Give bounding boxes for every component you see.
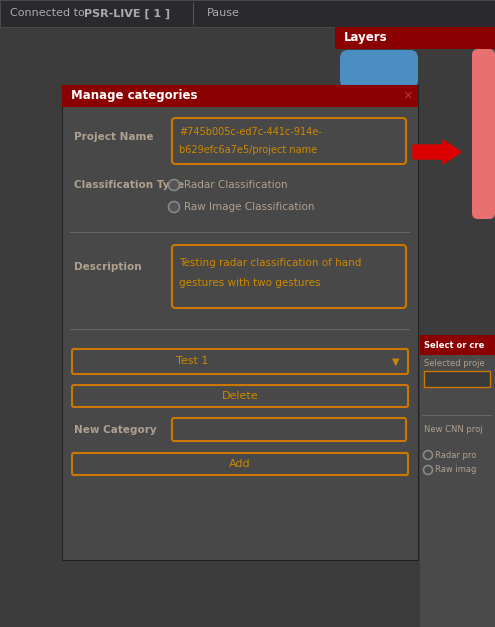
Text: Manage categories: Manage categories [71, 90, 198, 102]
Text: b629efc6a7e5/project name: b629efc6a7e5/project name [179, 145, 317, 155]
Text: ▼: ▼ [392, 357, 400, 367]
Text: Select or cre: Select or cre [424, 340, 485, 349]
Text: Layers: Layers [344, 31, 388, 45]
Text: Raw Image Classification: Raw Image Classification [184, 202, 314, 212]
FancyBboxPatch shape [172, 418, 406, 441]
Bar [70, 232, 410, 233]
Bar [424, 371, 490, 387]
Text: Add: Add [229, 459, 251, 469]
Text: Testing radar classification of hand: Testing radar classification of hand [179, 258, 361, 268]
Text: ×: × [403, 90, 413, 102]
Bar [193, 2, 194, 25]
Text: Classification Type: Classification Type [74, 180, 184, 190]
FancyBboxPatch shape [172, 245, 406, 308]
Text: Pause: Pause [207, 9, 240, 19]
Text: New CNN proj: New CNN proj [424, 426, 483, 435]
Text: Radar Classification: Radar Classification [184, 180, 288, 190]
Text: Test 1: Test 1 [176, 357, 208, 367]
Text: PSR-LIVE [ 1 ]: PSR-LIVE [ 1 ] [84, 8, 170, 19]
Bar [422, 415, 492, 416]
Bar [62, 85, 418, 107]
Circle shape [168, 201, 180, 213]
FancyBboxPatch shape [172, 118, 406, 164]
Text: Radar pro: Radar pro [435, 451, 476, 460]
Text: #745b005c-ed7c-441c-914e-: #745b005c-ed7c-441c-914e- [179, 127, 322, 137]
FancyBboxPatch shape [72, 349, 408, 374]
Text: Description: Description [74, 262, 142, 272]
FancyBboxPatch shape [472, 49, 495, 219]
Text: Delete: Delete [222, 391, 258, 401]
Bar [420, 335, 495, 355]
Bar [0, 0, 495, 27]
FancyBboxPatch shape [72, 385, 408, 407]
FancyBboxPatch shape [72, 453, 408, 475]
Text: Raw imag: Raw imag [435, 465, 476, 475]
Bar [335, 27, 495, 49]
Text: Connected to: Connected to [10, 9, 88, 19]
Bar [420, 335, 495, 627]
FancyArrow shape [413, 140, 461, 164]
Text: Project Name: Project Name [74, 132, 153, 142]
Text: New Category: New Category [74, 425, 156, 435]
Bar [62, 85, 418, 560]
Text: Categories: Categories [74, 357, 138, 367]
Text: Selected proje: Selected proje [424, 359, 485, 367]
Text: gestures with two gestures: gestures with two gestures [179, 278, 320, 288]
FancyBboxPatch shape [340, 50, 418, 88]
Bar [70, 329, 410, 330]
Circle shape [168, 179, 180, 191]
